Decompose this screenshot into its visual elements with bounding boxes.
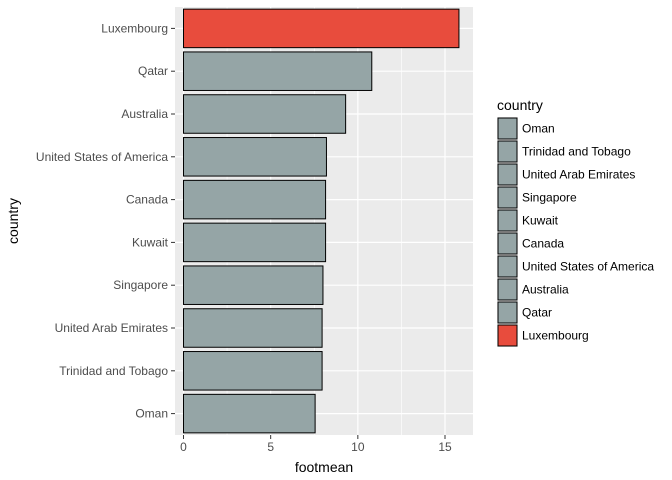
y-tick-label: Luxembourg — [101, 21, 168, 35]
x-axis-title: footmean — [295, 459, 353, 475]
bar-kuwait — [183, 222, 327, 263]
legend-swatch — [497, 324, 518, 347]
legend-label: Trinidad and Tobago — [522, 145, 631, 159]
legend-label: Qatar — [522, 306, 552, 320]
bar-trinidad-and-tobago — [183, 351, 323, 391]
legend-label: Kuwait — [522, 214, 559, 228]
y-tick-label: Singapore — [113, 278, 168, 292]
legend-label: Canada — [522, 237, 564, 251]
legend-swatch — [497, 278, 518, 301]
legend-swatch — [497, 163, 518, 186]
y-tick-label: United Arab Emirates — [55, 321, 168, 335]
legend-swatch — [497, 140, 518, 163]
legend-swatch — [497, 255, 518, 278]
y-tick-label: Oman — [135, 407, 168, 421]
x-tick-label: 0 — [180, 440, 187, 454]
bar-luxembourg — [183, 8, 460, 49]
y-tick-label: United States of America — [36, 150, 168, 164]
bar-oman — [183, 393, 316, 434]
bar-canada — [183, 179, 327, 220]
y-axis: Luxembourg Qatar Australia United States of… — [36, 21, 175, 421]
y-tick-label: Trinidad and Tobago — [59, 364, 168, 378]
legend-label: Singapore — [522, 191, 577, 205]
x-tick-label: 10 — [351, 440, 365, 454]
legend-label: Australia — [522, 283, 569, 297]
bar-qatar — [183, 51, 373, 91]
legend: country Oman Trinidad and Tobago United Ar… — [497, 97, 654, 347]
legend-swatch — [497, 232, 518, 255]
legend-label: Luxembourg — [522, 329, 589, 343]
x-tick-label: 5 — [267, 440, 274, 454]
legend-title: country — [497, 97, 543, 113]
bars — [183, 8, 460, 434]
bar-united-states-of-america — [183, 137, 327, 177]
legend-label: United States of America — [522, 260, 654, 274]
bar-australia — [183, 94, 347, 134]
bar-singapore — [183, 265, 324, 305]
bar-united-arab-emirates — [183, 308, 323, 348]
x-tick-label: 15 — [438, 440, 452, 454]
legend-label: Oman — [522, 122, 555, 136]
y-tick-label: Australia — [121, 107, 168, 121]
y-axis-title: country — [5, 198, 21, 244]
legend-swatch — [497, 301, 518, 324]
legend-label: United Arab Emirates — [522, 168, 635, 182]
y-tick-label: Canada — [126, 193, 168, 207]
y-tick-label: Kuwait — [132, 235, 169, 249]
legend-swatch — [497, 186, 518, 209]
legend-swatch — [497, 117, 518, 140]
x-axis: 0 5 10 15 — [180, 435, 452, 454]
y-tick-label: Qatar — [138, 64, 168, 78]
legend-swatch — [497, 209, 518, 232]
